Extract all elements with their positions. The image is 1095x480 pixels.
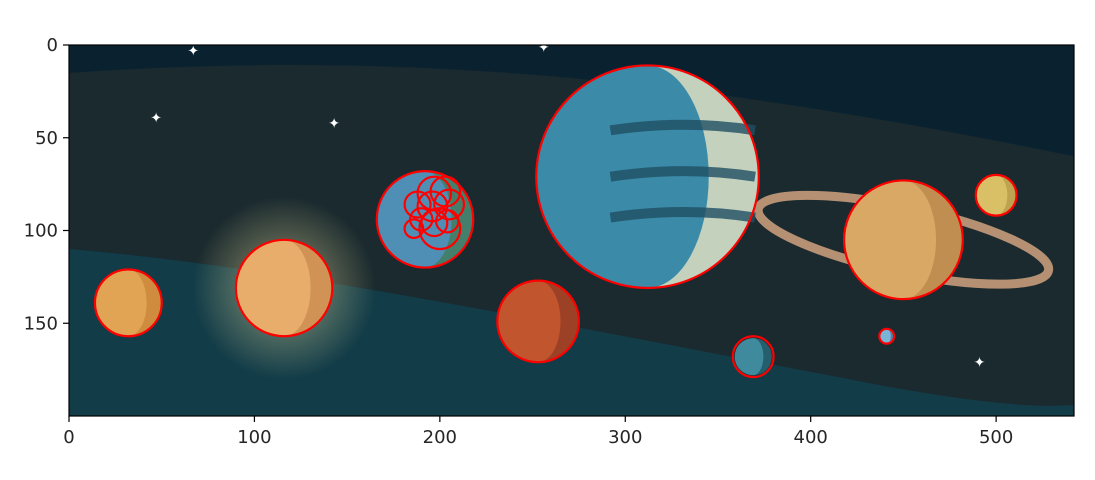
- y-tick-label: 150: [24, 313, 58, 334]
- detection-circles: [93, 64, 1018, 379]
- planet-mars: [497, 280, 579, 363]
- planet-shade: [996, 174, 1017, 216]
- planet-shade: [647, 65, 759, 288]
- star: ✦: [187, 44, 199, 60]
- detection-circle: [974, 173, 1018, 217]
- y-tick-label: 50: [35, 128, 58, 149]
- x-tick-label: 200: [423, 427, 457, 448]
- y-tick-label: 0: [47, 35, 58, 56]
- detection-circle: [403, 218, 425, 240]
- planet-small-planet: [734, 338, 772, 376]
- detection-circle: [496, 279, 581, 364]
- x-axis: 0 100 200 300 400 500: [63, 416, 1013, 448]
- detection-circle: [93, 268, 163, 338]
- x-tick-label: 0: [63, 427, 74, 448]
- detection-circle: [403, 190, 432, 219]
- neptune-stripe: [609, 166, 756, 182]
- planet-shade: [284, 239, 333, 337]
- y-axis: 0 50 100 150: [24, 35, 69, 334]
- x-tick-label: 500: [979, 427, 1013, 448]
- detection-circle: [878, 327, 896, 345]
- detection-circle: [418, 207, 462, 251]
- planet-shade: [903, 180, 963, 300]
- planet-shade: [753, 338, 772, 376]
- detection-circle: [731, 335, 775, 379]
- detection-circle: [535, 64, 760, 290]
- planet-orange-moon: [94, 269, 162, 337]
- y-tick-label: 100: [24, 221, 58, 242]
- neptune-stripe: [609, 206, 756, 223]
- x-tick-label: 100: [237, 427, 271, 448]
- planet-venus: [235, 239, 333, 337]
- star: ✦: [150, 110, 162, 126]
- planet-shade: [538, 280, 579, 363]
- planet-yellow-moon: [975, 174, 1017, 216]
- planet-shade: [128, 269, 162, 337]
- star: ✦: [538, 40, 550, 56]
- star: ✦: [328, 116, 340, 132]
- detection-circle: [842, 179, 964, 301]
- star: ✦: [974, 355, 986, 371]
- x-tick-label: 400: [794, 427, 828, 448]
- planet-saturn: [844, 180, 963, 300]
- detection-circle: [375, 170, 475, 269]
- detection-circle: [234, 238, 334, 338]
- background-image: ✦ ✦ ✦ ✦ ✦: [69, 40, 1074, 416]
- detection-circle: [433, 188, 466, 221]
- x-tick-label: 300: [608, 427, 642, 448]
- neptune-stripe: [609, 119, 756, 136]
